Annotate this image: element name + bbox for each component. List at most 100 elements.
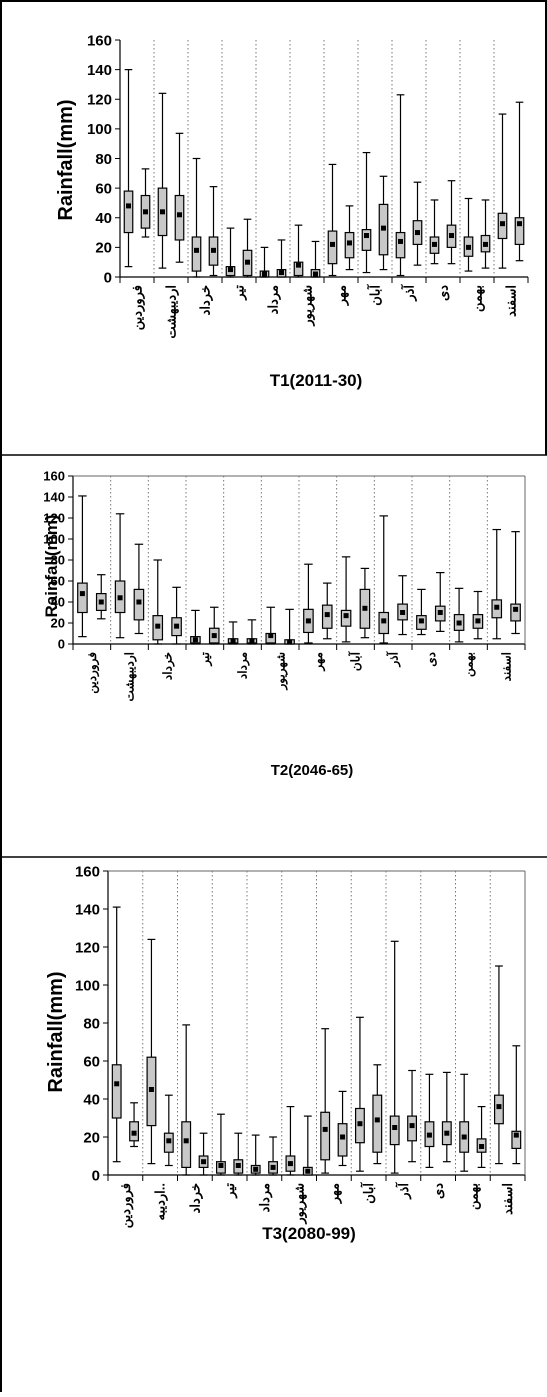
median-marker <box>517 221 522 227</box>
median-marker <box>211 633 217 639</box>
y-tick-label: 160 <box>87 32 112 49</box>
x-category-label: تیر <box>198 651 213 666</box>
y-tick-label: 140 <box>75 901 100 918</box>
median-marker <box>456 620 462 626</box>
median-marker <box>437 610 443 615</box>
median-marker <box>230 638 236 644</box>
median-marker <box>305 618 311 624</box>
median-marker <box>398 238 403 244</box>
box-iqr <box>361 229 372 251</box>
x-category-label: آبان <box>360 1182 376 1204</box>
median-marker <box>494 604 500 610</box>
plot-area-1: 0 20 40 60 80 100 120 140 160 فروردین اردیبهشت خردا… <box>87 32 529 339</box>
x-category-label: دی <box>424 652 438 667</box>
x-category-label: فروردین <box>130 285 146 330</box>
box-iqr <box>407 1115 418 1142</box>
box-iqr <box>77 582 88 614</box>
chart-caption-2: T2(2046-65) <box>271 762 354 779</box>
median-marker <box>496 1104 502 1110</box>
median-marker <box>177 212 182 218</box>
x-category-label: اسفند <box>499 652 513 681</box>
y-tick-label: 80 <box>83 1015 100 1032</box>
median-marker <box>513 1132 519 1138</box>
median-marker <box>235 1163 241 1168</box>
x-category-label: آبان <box>367 284 383 306</box>
median-marker <box>143 209 148 215</box>
x-category-label: بهمن <box>465 1183 481 1210</box>
x-category-label: اردیبهشت <box>123 652 138 701</box>
median-marker <box>330 241 335 247</box>
box-iqr <box>395 231 406 259</box>
box-iqr <box>511 1130 522 1150</box>
median-marker <box>449 233 454 239</box>
median-marker <box>287 639 293 645</box>
median-marker <box>418 618 424 624</box>
y-tick-label: 20 <box>83 1129 100 1146</box>
x-category-label: تیر <box>222 1183 238 1199</box>
chart-panel-3: Rainfall(mm) 0 20 40 60 80 100 120 140 160 فروردی… <box>45 863 526 1243</box>
median-marker <box>374 1117 380 1123</box>
median-marker <box>192 637 198 643</box>
box-iqr <box>372 1094 383 1153</box>
median-marker <box>126 203 131 209</box>
median-marker <box>479 1144 485 1149</box>
x-category-label: خرداد <box>187 1183 203 1213</box>
median-marker <box>475 618 481 624</box>
box-iqr <box>133 588 145 621</box>
box-iqr <box>181 1121 192 1169</box>
x-category-label: مرداد <box>266 285 282 314</box>
median-marker <box>249 638 255 644</box>
x-category-label: مرداد <box>257 1183 273 1212</box>
median-marker <box>313 271 318 277</box>
box-iqr <box>514 217 525 246</box>
median-marker <box>262 271 267 277</box>
x-category-label: خرداد <box>198 285 214 315</box>
median-marker <box>98 599 104 605</box>
box-iqr <box>389 1115 400 1146</box>
median-marker <box>148 1087 154 1092</box>
x-category-label: دی <box>431 1183 446 1199</box>
median-marker <box>296 262 301 268</box>
median-marker <box>174 623 180 629</box>
y-tick-label: 0 <box>104 269 112 286</box>
median-marker <box>466 244 471 250</box>
x-category-label: بهمن <box>470 285 486 312</box>
median-marker <box>381 618 387 624</box>
x-category-label: اسفند <box>504 285 519 317</box>
median-marker <box>211 247 216 253</box>
chart-caption-1: T1(2011-30) <box>270 371 363 390</box>
x-category-label: مهر <box>311 652 326 672</box>
y-tick-label: 0 <box>58 637 65 652</box>
median-marker <box>432 241 437 247</box>
median-marker <box>409 1123 415 1129</box>
x-category-label: خرداد <box>160 652 175 680</box>
median-marker <box>415 230 420 236</box>
y-axis-label-3: Rainfall(mm) <box>45 971 67 1092</box>
box-iqr <box>320 1111 331 1161</box>
median-marker <box>483 241 488 247</box>
y-tick-label: 120 <box>43 511 65 526</box>
x-category-label: شهریور <box>292 1183 308 1225</box>
median-marker <box>392 1125 398 1130</box>
median-marker <box>279 270 284 276</box>
median-marker <box>160 209 165 215</box>
median-marker <box>343 613 349 619</box>
box-iqr <box>510 603 521 622</box>
median-marker <box>426 1132 432 1138</box>
median-marker <box>268 633 274 639</box>
chart-panel-2: Rainfall(mm) 0 20 40 60 80 100 120 140 160 فروردی… <box>42 469 526 779</box>
y-tick-label: 120 <box>87 92 112 109</box>
y-tick-label: 140 <box>43 490 65 505</box>
median-marker <box>117 595 123 601</box>
plot-area-2: 0 20 40 60 80 100 120 140 160 فروردین اردیبهشت خردا… <box>43 469 526 701</box>
box-iqr <box>111 1064 122 1119</box>
y-tick-label: 100 <box>87 121 112 138</box>
x-category-label: مهر <box>334 285 350 306</box>
median-marker <box>136 599 142 605</box>
median-marker <box>245 259 250 265</box>
y-tick-label: 160 <box>43 469 65 484</box>
x-category-label: آذر <box>384 650 401 667</box>
median-marker <box>347 240 352 246</box>
x-category-label: بهمن <box>462 652 477 677</box>
median-marker <box>201 1159 207 1165</box>
